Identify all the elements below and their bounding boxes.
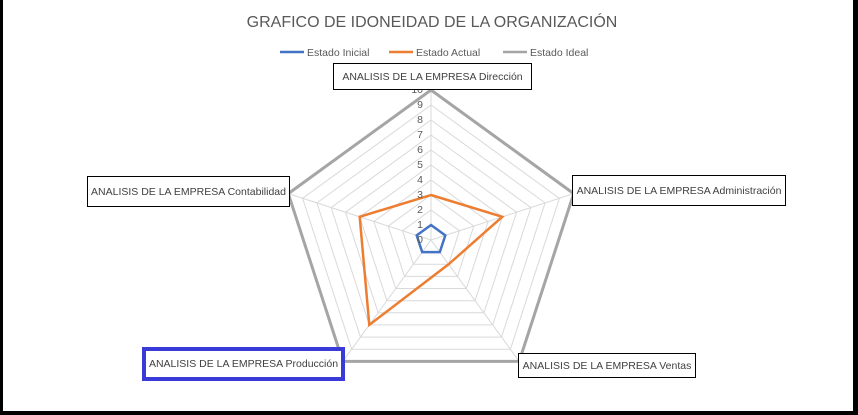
tick-label: 2 xyxy=(417,204,423,216)
series-estado-inicial xyxy=(415,223,447,254)
category-label-contabilidad: ANALISIS DE LA EMPRESA Contabilidad xyxy=(87,176,290,207)
grid-spoke xyxy=(342,239,432,362)
tick-label: 3 xyxy=(417,189,423,201)
category-label-administracion: ANALISIS DE LA EMPRESA Administración xyxy=(572,175,786,206)
tick-label: 6 xyxy=(417,144,423,156)
grid-ring xyxy=(373,179,489,289)
category-label-ventas: ANALISIS DE LA EMPRESA Ventas xyxy=(518,353,696,378)
grid-ring xyxy=(316,119,546,338)
legend-label: Estado Actual xyxy=(416,47,480,59)
tick-label: 8 xyxy=(417,114,423,126)
grid xyxy=(287,89,575,362)
series-layer xyxy=(286,88,576,363)
chart-title: GRAFICO DE IDONEIDAD DE LA ORGANIZACIÓN xyxy=(247,12,618,31)
series-estado-actual xyxy=(358,193,505,328)
legend-label: Estado Ideal xyxy=(530,47,588,59)
grid-ring xyxy=(344,149,518,314)
series-estado-ideal xyxy=(286,88,576,363)
tick-label: 1 xyxy=(417,219,423,231)
grid-ring xyxy=(302,104,560,350)
grid-spoke xyxy=(430,239,520,362)
category-label-direccion: ANALISIS DE LA EMPRESA Dirección xyxy=(333,63,532,90)
tick-label: 5 xyxy=(417,159,423,171)
tick-labels: 0 1 2 3 4 5 6 7 8 9 10 xyxy=(411,84,423,246)
chart-area: GRAFICO DE IDONEIDAD DE LA ORGANIZACIÓN … xyxy=(3,0,853,411)
tick-label: 0 xyxy=(417,234,423,246)
grid-ring xyxy=(330,134,532,326)
tick-label: 7 xyxy=(417,129,423,141)
legend: Estado Inicial Estado Actual Estado Ideal xyxy=(280,47,588,59)
radar-chart: GRAFICO DE IDONEIDAD DE LA ORGANIZACIÓN … xyxy=(247,12,618,363)
legend-label: Estado Inicial xyxy=(307,47,369,59)
grid-ring xyxy=(401,209,461,265)
tick-label: 9 xyxy=(417,99,423,111)
category-label-produccion: ANALISIS DE LA EMPRESA Producción xyxy=(142,347,345,381)
tick-label: 4 xyxy=(417,174,423,186)
grid-ring xyxy=(359,164,503,302)
tick-label: 10 xyxy=(411,84,423,96)
